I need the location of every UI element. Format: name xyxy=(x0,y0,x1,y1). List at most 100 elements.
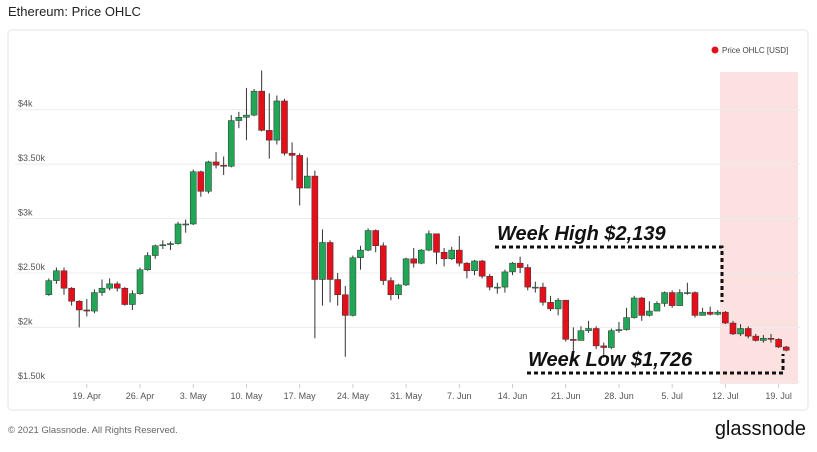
candle-body xyxy=(532,286,539,289)
y-tick-label: $2k xyxy=(18,316,33,326)
candle-body xyxy=(265,130,273,141)
candle-body xyxy=(250,90,258,116)
candle-body xyxy=(243,114,250,118)
candle-body xyxy=(167,243,174,245)
x-tick-label: 10. May xyxy=(230,391,263,401)
candle-body xyxy=(577,330,585,341)
candle-body xyxy=(159,244,167,246)
x-tick-label: 31. May xyxy=(390,391,423,401)
candle-body xyxy=(45,280,53,295)
candle-body xyxy=(189,171,197,225)
candle-body xyxy=(121,287,129,305)
candle-body xyxy=(478,260,486,277)
candle-body xyxy=(235,117,243,121)
x-tick-label: 21. Jun xyxy=(551,391,581,401)
candle-body xyxy=(212,161,220,166)
candle-body xyxy=(273,100,281,141)
candle-body xyxy=(456,249,463,264)
candle-body xyxy=(668,292,676,306)
grid: $1.50k $2k $2.50k $3k $3.50k $4k 19. Apr 26. Ap… xyxy=(15,99,800,401)
candle-body xyxy=(258,90,265,131)
candle-body xyxy=(775,339,782,348)
candle-body xyxy=(433,233,440,253)
candle-body xyxy=(471,260,478,272)
candle-body xyxy=(349,257,357,316)
x-tick-label: 28. Jun xyxy=(604,391,634,401)
candle-body xyxy=(699,311,706,316)
candle-body xyxy=(744,328,752,337)
candle-body xyxy=(387,280,395,295)
candle-body xyxy=(395,284,402,295)
candle-body xyxy=(129,293,136,305)
candle-body xyxy=(714,311,722,315)
candle-body xyxy=(547,302,554,310)
candle-body xyxy=(182,223,189,226)
candle-body xyxy=(151,245,159,256)
week-high-line xyxy=(495,245,724,302)
candle-body xyxy=(68,287,75,302)
candle-body xyxy=(402,258,410,286)
candle-body xyxy=(220,164,227,167)
candle-body xyxy=(357,249,364,258)
candle-body xyxy=(425,233,433,251)
candle-body xyxy=(486,275,494,288)
x-tick-label: 17. May xyxy=(284,391,317,401)
chart-title: Ethereum: Price OHLC xyxy=(8,4,141,19)
candle-body xyxy=(661,292,668,304)
candle-body xyxy=(706,311,714,315)
candle-body xyxy=(585,328,592,331)
candle-body xyxy=(562,299,570,340)
candle-body xyxy=(296,155,303,189)
candle-body xyxy=(281,100,288,154)
x-tick-label: 12. Jul xyxy=(712,391,739,401)
candle-body xyxy=(380,245,387,281)
candle-body xyxy=(197,171,205,192)
x-tick-label: 24. May xyxy=(337,391,370,401)
candle-body xyxy=(729,322,737,335)
x-tick-label: 26. Apr xyxy=(126,391,155,401)
annotation: Week Low $1,726 xyxy=(528,349,693,371)
candle-body xyxy=(691,292,699,316)
legend-label: Price OHLC [USD] xyxy=(722,46,788,55)
candle-body xyxy=(722,311,729,324)
candle-body xyxy=(600,345,608,348)
candle-body xyxy=(319,242,326,280)
candle-body xyxy=(113,283,121,289)
candle-body xyxy=(516,262,524,268)
candle-body xyxy=(440,252,448,260)
candle-body xyxy=(509,262,516,273)
candle-body xyxy=(60,270,68,289)
candle-body xyxy=(653,303,661,312)
x-tick-label: 14. Jun xyxy=(498,391,528,401)
candle-body xyxy=(676,292,684,306)
candle-body xyxy=(418,249,425,264)
brand-logo: glassnode xyxy=(715,418,806,440)
x-tick-label: 19. Jul xyxy=(765,391,792,401)
y-tick-label: $3k xyxy=(18,208,33,218)
candle-body xyxy=(372,230,379,246)
candle-body xyxy=(227,120,235,167)
x-tick-label: 19. Apr xyxy=(73,391,102,401)
candle-body xyxy=(98,287,106,293)
candle-body xyxy=(623,317,630,330)
candle-body xyxy=(646,310,653,316)
candle-body xyxy=(782,346,790,351)
y-tick-label: $4k xyxy=(18,99,33,109)
week-low-line xyxy=(527,354,785,375)
x-tick-label: 5. Jul xyxy=(661,391,683,401)
candle-body xyxy=(106,283,113,289)
candle-body xyxy=(737,328,744,335)
candle-body xyxy=(752,335,760,341)
candle-body xyxy=(364,230,372,251)
candle-body xyxy=(341,294,349,316)
candle-body xyxy=(615,329,623,331)
candles xyxy=(45,70,790,361)
candle-body xyxy=(288,152,296,156)
x-tick-label: 7. Jun xyxy=(447,391,472,401)
candle-body xyxy=(524,267,532,288)
candle-body xyxy=(767,338,775,340)
candle-body xyxy=(410,258,417,264)
footer: © 2021 Glassnode. All Rights Reserved. xyxy=(8,425,178,436)
